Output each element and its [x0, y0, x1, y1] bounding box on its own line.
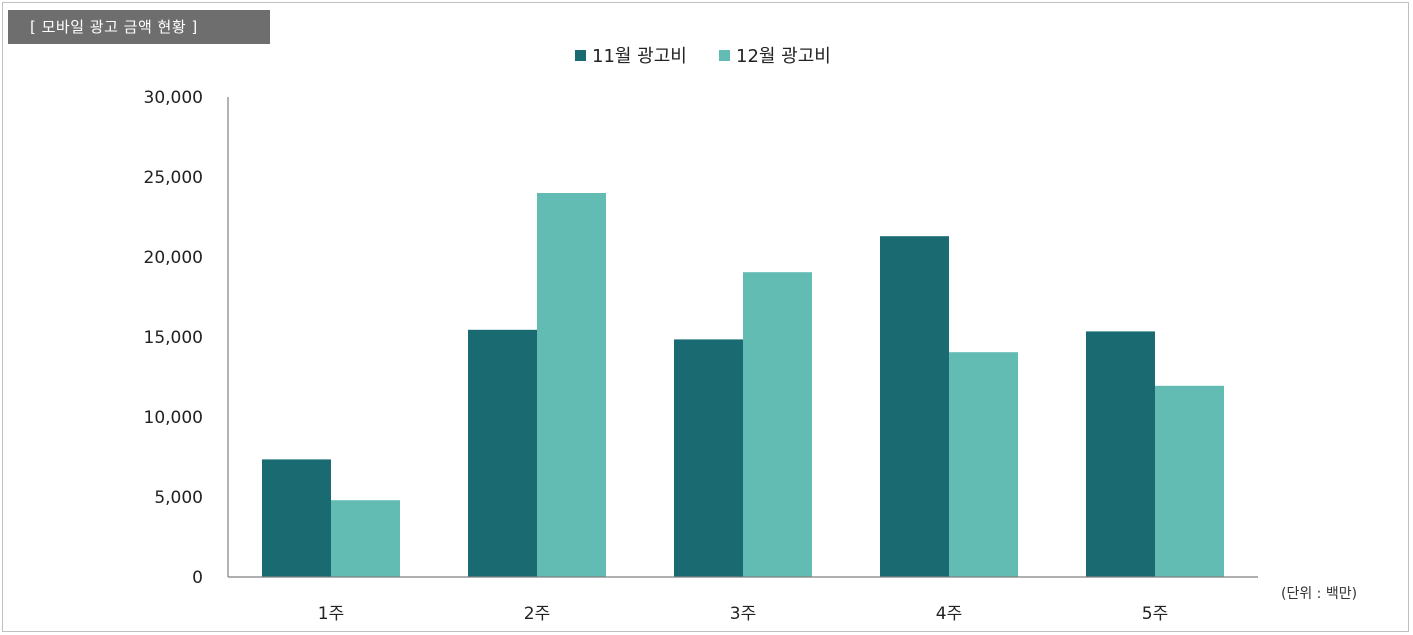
legend-label: 11월 광고비: [592, 46, 687, 67]
legend-swatch: [575, 50, 586, 61]
bar-series-1: [468, 329, 537, 577]
bar-series-1: [880, 236, 949, 577]
bar-series-1: [674, 339, 743, 577]
x-tick-label: 1주: [318, 604, 344, 624]
y-tick-label: 30,000: [144, 88, 203, 108]
y-tick-label: 25,000: [144, 168, 203, 188]
legend-label: 12월 광고비: [736, 46, 831, 67]
legend-swatch: [719, 50, 730, 61]
y-tick-label: 15,000: [144, 328, 203, 348]
bars-group: [262, 193, 1224, 577]
bar-series-2: [331, 500, 400, 577]
chart-legend: 11월 광고비 12월 광고비: [575, 46, 831, 67]
chart-title-tab: [ 모바일 광고 금액 현황 ]: [8, 10, 270, 44]
unit-note: (단위 : 백만): [1281, 586, 1357, 602]
bar-series-2: [743, 272, 812, 577]
bar-series-2: [1155, 385, 1224, 577]
y-tick-label: 20,000: [144, 248, 203, 268]
x-tick-label: 2주: [524, 604, 550, 624]
bar-series-2: [949, 352, 1018, 577]
x-tick-label: 4주: [936, 604, 962, 624]
x-tick-label: 5주: [1142, 604, 1168, 624]
bar-series-1: [262, 459, 331, 577]
bar-series-1: [1086, 331, 1155, 577]
x-tick-label: 3주: [730, 604, 756, 624]
bar-series-2: [537, 193, 606, 577]
y-tick-label: 0: [192, 568, 203, 588]
x-axis: 1주 2주 3주 4주 5주: [228, 576, 1258, 624]
y-tick-label: 10,000: [144, 408, 203, 428]
y-tick-label: 5,000: [154, 488, 203, 508]
y-axis: 0 5,000 10,000 15,000 20,000 25,000 30,000: [144, 88, 229, 588]
